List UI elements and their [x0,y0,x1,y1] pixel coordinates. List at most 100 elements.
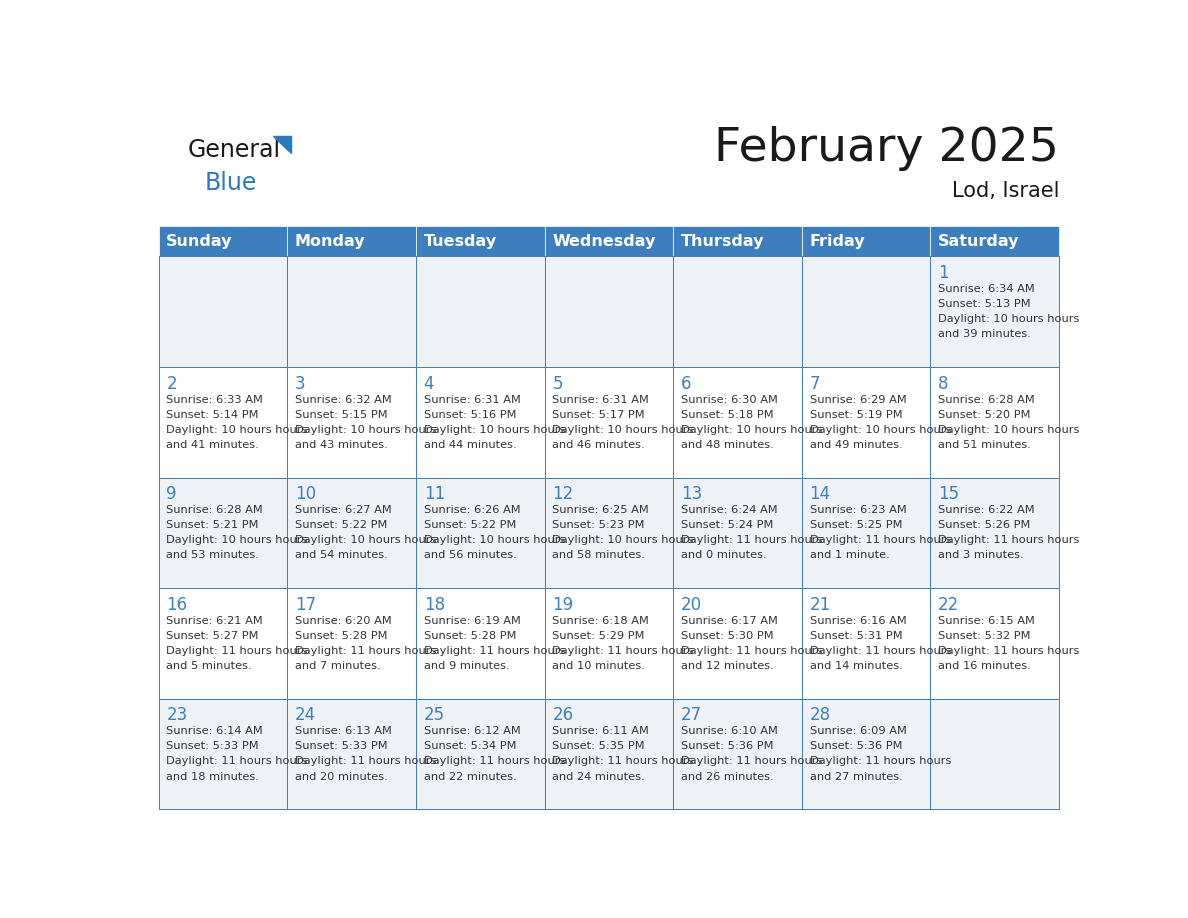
Text: Daylight: 11 hours hours: Daylight: 11 hours hours [939,646,1080,656]
Bar [930,256,1060,367]
Text: and 16 minutes.: and 16 minutes. [939,661,1031,671]
Text: and 58 minutes.: and 58 minutes. [552,551,645,560]
Text: Sunrise: 6:29 AM: Sunrise: 6:29 AM [809,395,906,405]
Text: and 24 minutes.: and 24 minutes. [552,771,645,781]
Bar [544,588,674,699]
Text: Sunrise: 6:19 AM: Sunrise: 6:19 AM [424,616,520,626]
Text: Sunset: 5:29 PM: Sunset: 5:29 PM [552,631,645,641]
Bar [674,256,802,367]
Bar [930,699,1060,810]
Bar [802,588,930,699]
Text: Daylight: 11 hours hours: Daylight: 11 hours hours [424,756,565,767]
Text: and 12 minutes.: and 12 minutes. [681,661,773,671]
Text: Sunrise: 6:25 AM: Sunrise: 6:25 AM [552,505,649,515]
Bar [287,699,416,810]
Text: and 26 minutes.: and 26 minutes. [681,771,773,781]
Text: and 14 minutes.: and 14 minutes. [809,661,903,671]
Text: Sunset: 5:36 PM: Sunset: 5:36 PM [681,742,773,752]
Text: Daylight: 11 hours hours: Daylight: 11 hours hours [681,756,822,767]
Text: 13: 13 [681,486,702,503]
Bar [287,256,416,367]
Text: 9: 9 [166,486,177,503]
Text: Daylight: 11 hours hours: Daylight: 11 hours hours [552,646,694,656]
Text: Daylight: 10 hours hours: Daylight: 10 hours hours [552,535,694,545]
Text: 8: 8 [939,375,949,393]
Bar [674,226,802,256]
Text: Sunrise: 6:31 AM: Sunrise: 6:31 AM [424,395,520,405]
Text: Sunrise: 6:24 AM: Sunrise: 6:24 AM [681,505,778,515]
Bar [158,226,287,256]
Bar [416,367,544,477]
Text: Daylight: 11 hours hours: Daylight: 11 hours hours [809,756,950,767]
Text: Sunset: 5:17 PM: Sunset: 5:17 PM [552,409,645,420]
Bar [416,588,544,699]
Text: Sunset: 5:28 PM: Sunset: 5:28 PM [424,631,516,641]
Bar [158,367,287,477]
Text: Sunrise: 6:27 AM: Sunrise: 6:27 AM [295,505,392,515]
Bar [416,226,544,256]
Text: Sunrise: 6:23 AM: Sunrise: 6:23 AM [809,505,906,515]
Text: Sunset: 5:22 PM: Sunset: 5:22 PM [424,521,516,531]
Text: Sunset: 5:18 PM: Sunset: 5:18 PM [681,409,773,420]
Text: Sunrise: 6:16 AM: Sunrise: 6:16 AM [809,616,906,626]
Text: and 48 minutes.: and 48 minutes. [681,440,773,450]
Text: and 54 minutes.: and 54 minutes. [295,551,387,560]
Text: Monday: Monday [295,233,366,249]
Text: Daylight: 10 hours hours: Daylight: 10 hours hours [295,535,436,545]
Text: Sunrise: 6:18 AM: Sunrise: 6:18 AM [552,616,649,626]
Bar [802,226,930,256]
Text: Daylight: 10 hours hours: Daylight: 10 hours hours [166,425,308,435]
Bar [674,367,802,477]
Bar [287,477,416,588]
Text: Sunset: 5:20 PM: Sunset: 5:20 PM [939,409,1031,420]
Text: Daylight: 11 hours hours: Daylight: 11 hours hours [295,646,436,656]
Text: Lod, Israel: Lod, Israel [952,181,1060,201]
Text: 16: 16 [166,596,188,614]
Text: Sunset: 5:32 PM: Sunset: 5:32 PM [939,631,1031,641]
Text: Sunrise: 6:26 AM: Sunrise: 6:26 AM [424,505,520,515]
Text: Daylight: 10 hours hours: Daylight: 10 hours hours [424,535,565,545]
Bar [802,256,930,367]
Text: and 43 minutes.: and 43 minutes. [295,440,387,450]
Text: and 1 minute.: and 1 minute. [809,551,890,560]
Text: and 41 minutes.: and 41 minutes. [166,440,259,450]
Text: 18: 18 [424,596,444,614]
Bar [158,588,287,699]
Text: Daylight: 11 hours hours: Daylight: 11 hours hours [295,756,436,767]
Bar [416,256,544,367]
Bar [287,367,416,477]
Text: Sunset: 5:26 PM: Sunset: 5:26 PM [939,521,1031,531]
Text: Sunrise: 6:17 AM: Sunrise: 6:17 AM [681,616,778,626]
Bar [158,699,287,810]
Text: Sunset: 5:30 PM: Sunset: 5:30 PM [681,631,773,641]
Text: 25: 25 [424,707,444,724]
Text: Sunset: 5:22 PM: Sunset: 5:22 PM [295,521,387,531]
Text: 22: 22 [939,596,960,614]
Text: and 46 minutes.: and 46 minutes. [552,440,645,450]
Text: Sunrise: 6:20 AM: Sunrise: 6:20 AM [295,616,392,626]
Text: Daylight: 11 hours hours: Daylight: 11 hours hours [809,646,950,656]
Text: 2: 2 [166,375,177,393]
Text: 28: 28 [809,707,830,724]
Text: and 20 minutes.: and 20 minutes. [295,771,387,781]
Bar [158,477,287,588]
Text: Sunset: 5:16 PM: Sunset: 5:16 PM [424,409,516,420]
Bar [544,226,674,256]
Text: and 10 minutes.: and 10 minutes. [552,661,645,671]
Text: Thursday: Thursday [681,233,764,249]
Text: Sunrise: 6:15 AM: Sunrise: 6:15 AM [939,616,1035,626]
Text: and 44 minutes.: and 44 minutes. [424,440,517,450]
Text: Sunrise: 6:14 AM: Sunrise: 6:14 AM [166,726,263,736]
Text: Sunrise: 6:31 AM: Sunrise: 6:31 AM [552,395,649,405]
Text: 4: 4 [424,375,434,393]
Bar [802,699,930,810]
Text: Sunset: 5:35 PM: Sunset: 5:35 PM [552,742,645,752]
Text: February 2025: February 2025 [714,126,1060,171]
Text: Saturday: Saturday [939,233,1019,249]
Text: Daylight: 11 hours hours: Daylight: 11 hours hours [809,535,950,545]
Text: Sunset: 5:19 PM: Sunset: 5:19 PM [809,409,902,420]
Text: Wednesday: Wednesday [552,233,656,249]
Text: Daylight: 10 hours hours: Daylight: 10 hours hours [681,425,822,435]
Text: Sunset: 5:15 PM: Sunset: 5:15 PM [295,409,387,420]
Bar [802,477,930,588]
